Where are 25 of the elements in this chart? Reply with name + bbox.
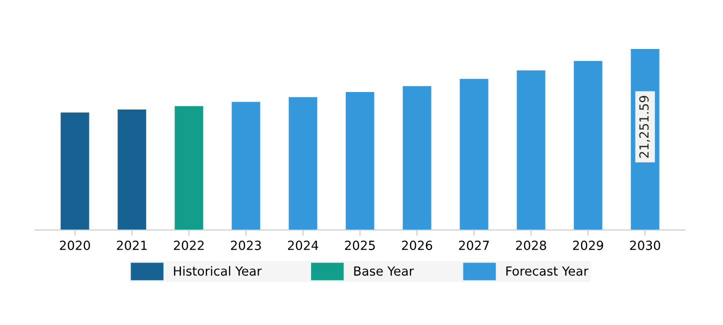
bar <box>288 97 318 230</box>
x-tick-label: 2023 <box>230 240 261 250</box>
x-tick-label: 2030 <box>630 240 660 250</box>
x-tick-label: 2020 <box>60 240 90 250</box>
bar <box>232 102 260 230</box>
legend-label: Base Year <box>354 266 414 276</box>
x-tick-label: 2029 <box>573 240 604 250</box>
bar <box>516 70 546 230</box>
x-tick-label: 2022 <box>174 240 204 250</box>
bar <box>402 86 432 230</box>
bar <box>174 106 204 230</box>
bar <box>346 92 374 230</box>
x-tick-label: 2028 <box>516 240 546 250</box>
x-tick-label: 2021 <box>116 240 147 250</box>
bar <box>574 60 602 230</box>
x-tick-label: 2026 <box>402 240 432 250</box>
bar <box>460 78 488 230</box>
bar <box>118 110 146 230</box>
data-label: 21,251.59 <box>639 96 650 158</box>
legend-label: Historical Year <box>174 266 262 276</box>
legend-label: Forecast Year <box>506 266 588 276</box>
x-tick-label: 2025 <box>345 240 375 250</box>
bar <box>60 112 90 230</box>
x-tick-label: 2027 <box>459 240 489 250</box>
x-tick-label: 2024 <box>288 240 318 250</box>
